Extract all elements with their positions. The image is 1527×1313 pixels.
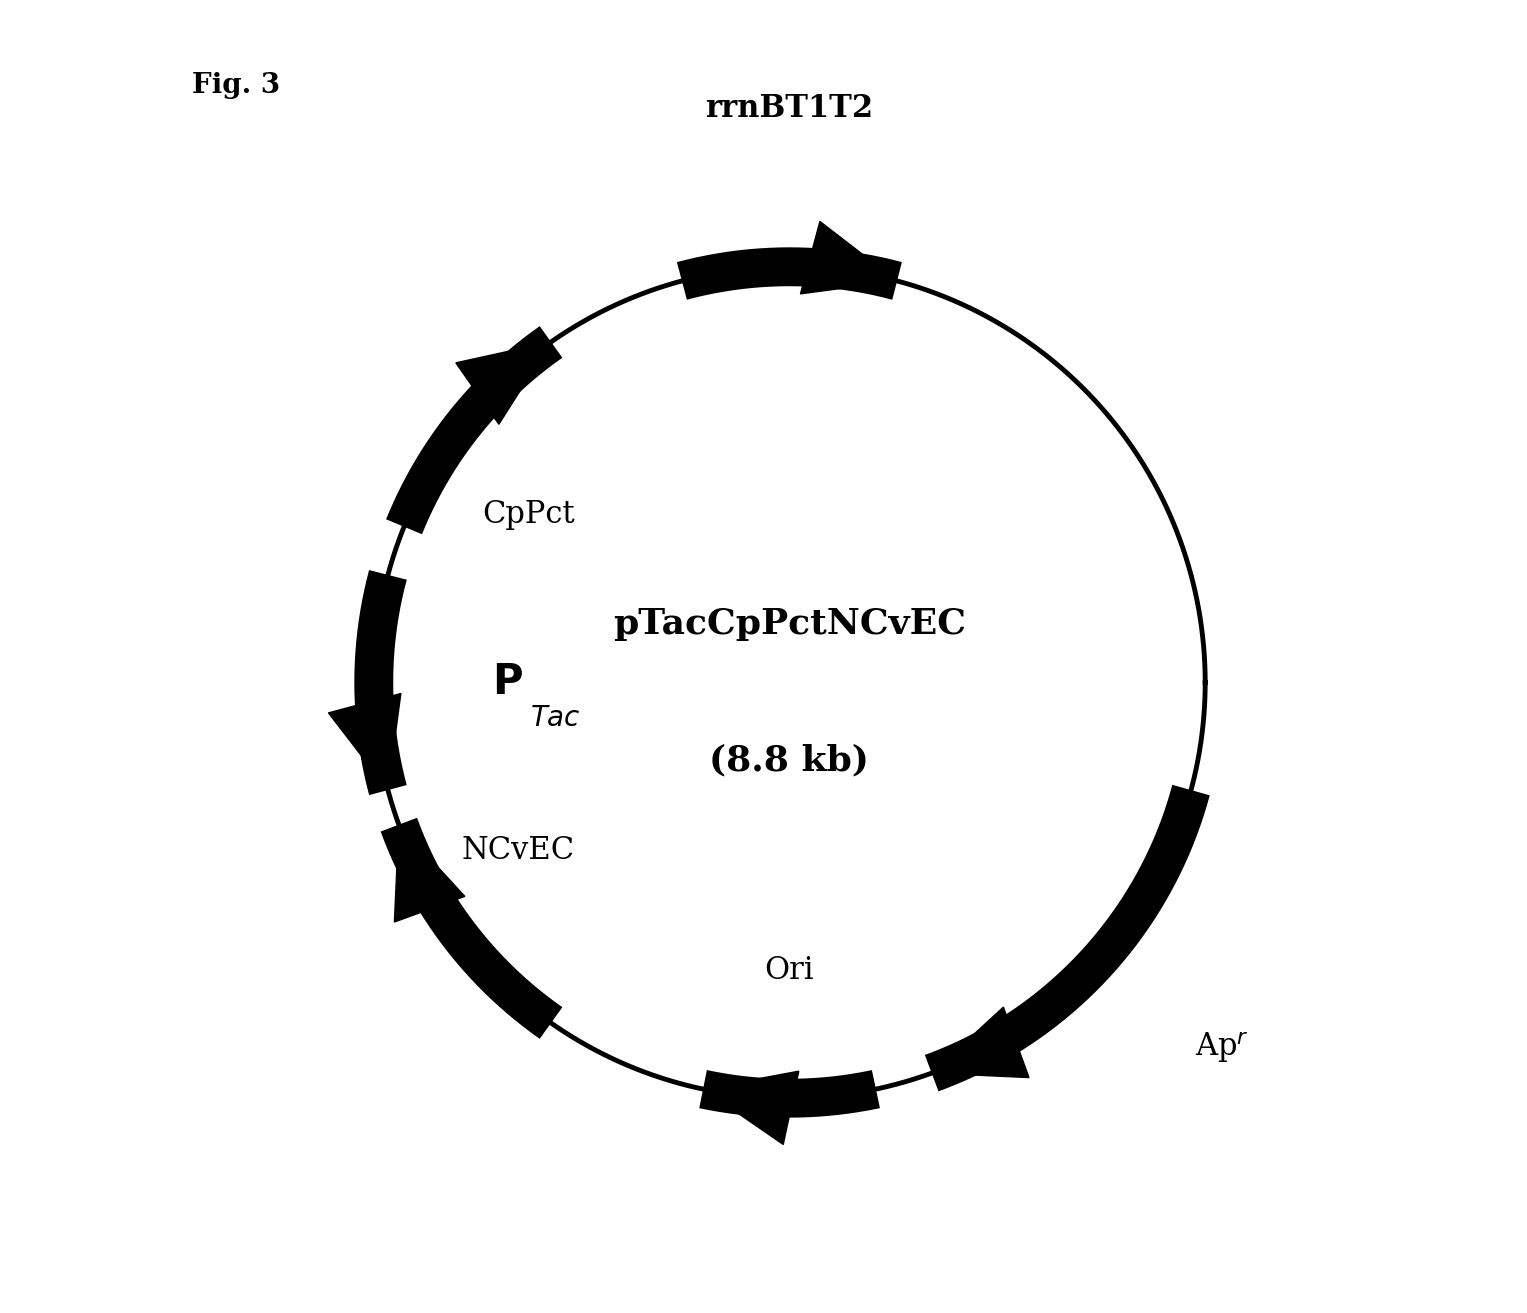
Polygon shape xyxy=(702,1071,799,1145)
Polygon shape xyxy=(800,222,896,294)
Polygon shape xyxy=(457,341,551,424)
Text: NCvEC: NCvEC xyxy=(461,835,574,867)
Polygon shape xyxy=(394,825,464,922)
Text: $\mathit{Tac}$: $\mathit{Tac}$ xyxy=(530,705,580,733)
Text: rrnBT1T2: rrnBT1T2 xyxy=(705,93,873,123)
Text: Ori: Ori xyxy=(765,956,814,986)
Text: $\mathbf{P}$: $\mathbf{P}$ xyxy=(492,662,524,704)
Polygon shape xyxy=(328,693,402,790)
Text: CpPct: CpPct xyxy=(483,499,574,530)
Text: Fig. 3: Fig. 3 xyxy=(192,72,279,98)
Text: (8.8 kb): (8.8 kb) xyxy=(710,743,869,777)
Polygon shape xyxy=(931,1007,1029,1078)
Text: Ap$^r$: Ap$^r$ xyxy=(1196,1031,1249,1065)
Text: pTacCpPctNCvEC: pTacCpPctNCvEC xyxy=(612,607,967,641)
